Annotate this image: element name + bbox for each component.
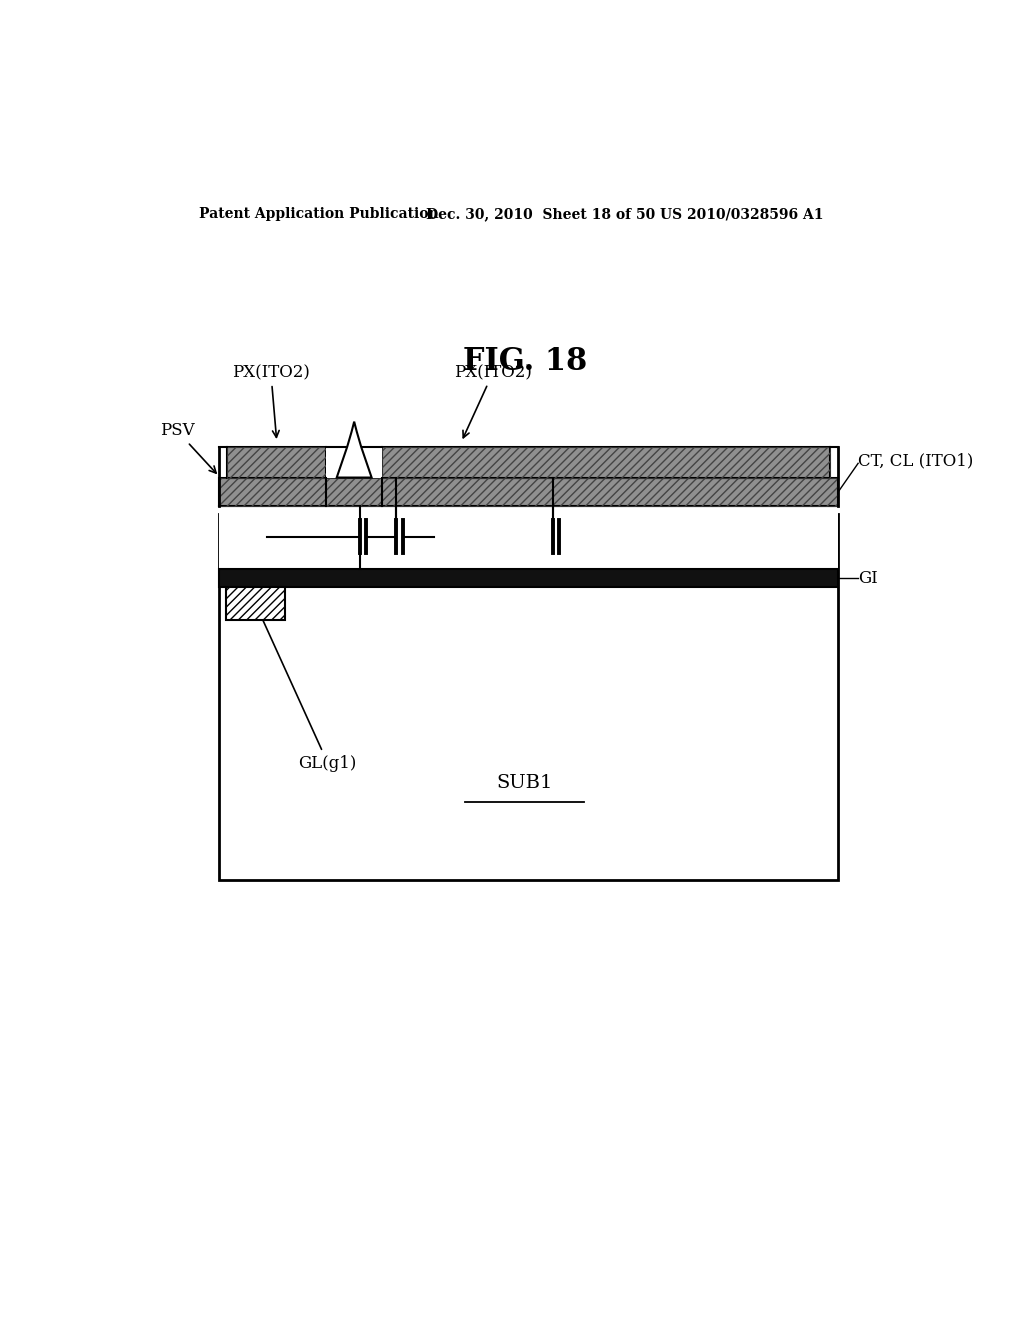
Text: Ct: Ct [568, 528, 586, 541]
Bar [219, 478, 839, 506]
Bar [227, 447, 327, 478]
Bar [327, 447, 382, 478]
Bar [219, 506, 839, 569]
Text: GL(g1): GL(g1) [257, 607, 357, 772]
Bar [227, 447, 327, 478]
Text: Dec. 30, 2010  Sheet 18 of 50: Dec. 30, 2010 Sheet 18 of 50 [426, 207, 655, 222]
Text: SUB1: SUB1 [497, 775, 553, 792]
Bar [225, 587, 285, 620]
Text: PSV: PSV [160, 422, 216, 473]
Text: FIG. 18: FIG. 18 [463, 346, 587, 378]
Text: PX(ITO2): PX(ITO2) [454, 364, 532, 438]
Text: CT, CL (ITO1): CT, CL (ITO1) [858, 453, 974, 470]
Bar [219, 478, 839, 506]
Text: PX(ITO2): PX(ITO2) [231, 364, 310, 437]
Bar [219, 515, 839, 880]
Text: US 2010/0328596 A1: US 2010/0328596 A1 [659, 207, 823, 222]
Text: Cf: Cf [407, 528, 424, 541]
Bar [382, 447, 830, 478]
Bar [382, 447, 830, 478]
Polygon shape [337, 421, 372, 478]
Bar [219, 569, 839, 587]
Text: Cstg: Cstg [234, 528, 269, 541]
Text: GI: GI [858, 570, 878, 586]
Text: Patent Application Publication: Patent Application Publication [200, 207, 439, 222]
